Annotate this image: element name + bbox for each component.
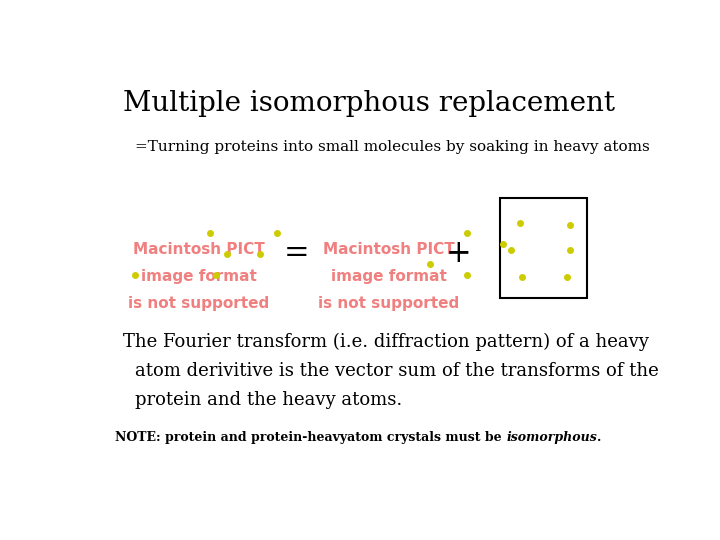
Text: image format: image format — [141, 269, 257, 285]
Text: Multiple isomorphous replacement: Multiple isomorphous replacement — [123, 90, 615, 117]
Text: The Fourier transform (i.e. diffraction pattern) of a heavy: The Fourier transform (i.e. diffraction … — [124, 333, 649, 351]
Text: protein and the heavy atoms.: protein and the heavy atoms. — [135, 391, 402, 409]
Text: atom derivitive is the vector sum of the transforms of the: atom derivitive is the vector sum of the… — [135, 362, 658, 380]
Text: =: = — [284, 239, 310, 269]
Text: isomorphous: isomorphous — [506, 431, 597, 444]
Text: +: + — [446, 239, 471, 269]
Text: image format: image format — [330, 269, 446, 285]
Text: is not supported: is not supported — [128, 296, 269, 312]
Bar — [500, 198, 587, 298]
Text: =Turning proteins into small molecules by soaking in heavy atoms: =Turning proteins into small molecules b… — [135, 140, 649, 154]
Text: is not supported: is not supported — [318, 296, 459, 312]
Text: Macintosh PICT: Macintosh PICT — [133, 242, 265, 258]
Text: NOTE: protein and protein-heavyatom crystals must be: NOTE: protein and protein-heavyatom crys… — [115, 431, 506, 444]
Text: Macintosh PICT: Macintosh PICT — [323, 242, 454, 258]
Text: .: . — [597, 431, 601, 444]
